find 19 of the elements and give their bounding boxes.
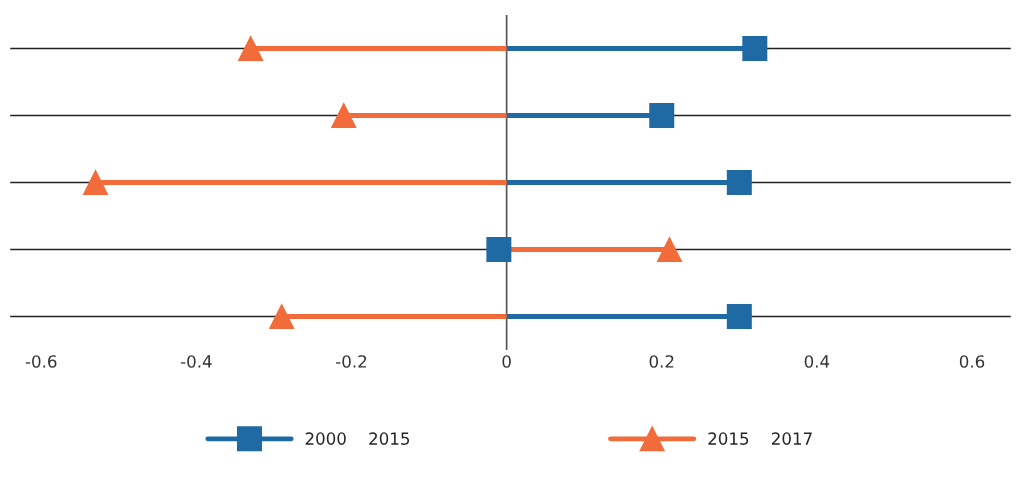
- point: [331, 102, 357, 129]
- point: [742, 35, 768, 62]
- point: [83, 169, 109, 196]
- point: [726, 169, 752, 196]
- x-tick-label: 0.2: [649, 355, 674, 368]
- point: [649, 102, 675, 129]
- legend-label: 2015 2017: [708, 432, 812, 445]
- x-tick-label: -0.4: [180, 355, 212, 368]
- x-tick-label: 0.4: [804, 355, 830, 368]
- legend-label: 2000 2015: [305, 432, 410, 445]
- point: [269, 303, 295, 330]
- point: [657, 236, 683, 263]
- x-tick-label: -0.2: [336, 355, 367, 368]
- point: [726, 303, 752, 330]
- x-tick-label: 0: [502, 355, 511, 368]
- point: [238, 35, 264, 62]
- point: [486, 236, 512, 263]
- x-tick-label: 0.6: [959, 355, 985, 368]
- x-tick-label: -0.6: [25, 355, 57, 368]
